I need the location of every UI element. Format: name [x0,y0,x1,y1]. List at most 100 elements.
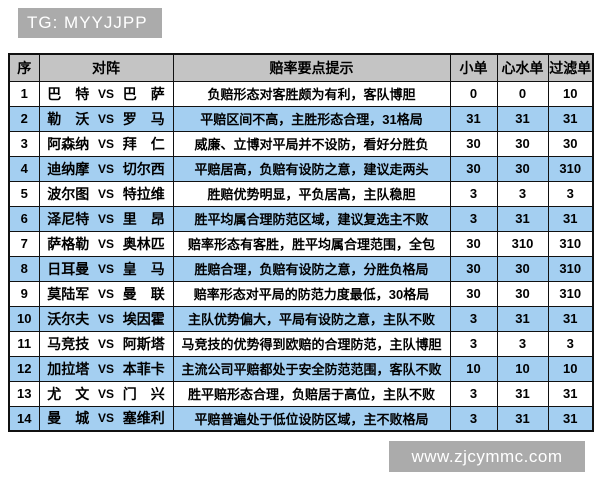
home-team: 勒 沃 [47,110,90,127]
row-number: 7 [20,236,28,251]
cell-tip: 主流公司平赔都处于安全防范范围，客队不败 [172,355,451,382]
cell-xiaodan: 3 [449,330,498,357]
row-number: 13 [17,386,32,401]
away-team: 拜 仁 [122,135,165,152]
table-row: 9 莫陆军 VS 曼 联 赔率形态对平局的防范力度最低，30格局 30 30 3… [8,280,594,307]
table-row: 5 波尔图 VS 特拉维 胜赔优势明显，平负居高，主队稳胆 3 3 3 [8,180,594,207]
row-number: 9 [20,286,28,301]
vs-label: VS [97,111,114,126]
vs-label: VS [97,386,114,401]
vs-label: VS [97,211,114,226]
home-team: 巴 特 [47,85,90,102]
matchup: 加拉塔 VS 本菲卡 [44,359,169,379]
tg-badge-text: TG: MYYJJPP [27,13,148,32]
cell-tip: 胜平均属合理防范区域，建议复选主不败 [172,205,451,232]
table-row: 10 沃尔夫 VS 埃因霍 主队优势偏大，平局有设防之意，主队不败 3 31 3… [8,305,594,332]
cell-guolvdan: 310 [547,280,594,307]
cell-xiaodan: 30 [449,230,498,257]
vs-label: VS [97,86,114,101]
cell-xinshuidan: 3 [496,330,549,357]
table-row: 14 曼 城 VS 塞维利 平赔普遍处于低位设防区域，主不败格局 3 31 31 [8,405,594,432]
vs-label: VS [97,136,114,151]
cell-matchup: 马竞技 VS 阿斯塔 [38,330,174,357]
cell-xinshuidan: 310 [496,230,549,257]
home-team: 曼 城 [47,410,90,427]
table-row: 2 勒 沃 VS 罗 马 平赔区间不高，主胜形态合理，31格局 31 31 31 [8,105,594,132]
cell-guolvdan: 10 [547,80,594,107]
vs-label: VS [97,336,114,351]
matchup: 波尔图 VS 特拉维 [44,184,169,204]
table-row: 1 巴 特 VS 巴 萨 负赔形态对客胜颇为有利，客队博胆 0 0 10 [8,80,594,107]
cell-xiaodan: 30 [449,155,498,182]
header-tip: 赔率要点提示 [172,53,451,82]
home-team: 迪纳摩 [47,160,90,177]
cell-row-number: 14 [8,405,40,432]
vs-label: VS [97,236,114,251]
away-team: 阿斯塔 [122,335,165,352]
cell-row-number: 1 [8,80,40,107]
row-number: 10 [17,311,32,326]
cell-matchup: 迪纳摩 VS 切尔西 [38,155,174,182]
cell-matchup: 沃尔夫 VS 埃因霍 [38,305,174,332]
cell-guolvdan: 31 [547,205,594,232]
cell-tip: 负赔形态对客胜颇为有利，客队博胆 [172,80,451,107]
home-team: 尤 文 [47,385,90,402]
cell-row-number: 12 [8,355,40,382]
cell-xiaodan: 10 [449,355,498,382]
row-number: 12 [17,361,32,376]
cell-xiaodan: 30 [449,255,498,282]
table-row: 12 加拉塔 VS 本菲卡 主流公司平赔都处于安全防范范围，客队不败 10 10… [8,355,594,382]
table-body: 1 巴 特 VS 巴 萨 负赔形态对客胜颇为有利，客队博胆 0 0 10 2 勒… [8,80,594,432]
row-number: 5 [20,186,28,201]
cell-xinshuidan: 31 [496,305,549,332]
cell-tip: 平赔区间不高，主胜形态合理，31格局 [172,105,451,132]
cell-row-number: 2 [8,105,40,132]
cell-matchup: 加拉塔 VS 本菲卡 [38,355,174,382]
row-number: 8 [20,261,28,276]
cell-tip: 平赔居高，负赔有设防之意，建议走两头 [172,155,451,182]
vs-label: VS [97,411,114,426]
cell-row-number: 8 [8,255,40,282]
odds-table: 序 对阵 赔率要点提示 小单 心水单 过滤单 1 巴 特 VS 巴 萨 负赔形态… [8,53,594,432]
cell-guolvdan: 310 [547,255,594,282]
watermark: www.zjcymmc.com [389,441,585,472]
row-number: 1 [20,86,28,101]
away-team: 本菲卡 [122,360,165,377]
cell-row-number: 11 [8,330,40,357]
cell-xinshuidan: 3 [496,180,549,207]
vs-label: VS [97,286,114,301]
cell-guolvdan: 31 [547,105,594,132]
cell-xiaodan: 0 [449,80,498,107]
table-row: 4 迪纳摩 VS 切尔西 平赔居高，负赔有设防之意，建议走两头 30 30 31… [8,155,594,182]
cell-guolvdan: 31 [547,305,594,332]
row-number: 11 [17,336,32,351]
away-team: 门 兴 [122,385,165,402]
tg-badge: TG: MYYJJPP [18,8,162,38]
cell-guolvdan: 310 [547,230,594,257]
table-row: 3 阿森纳 VS 拜 仁 威廉、立博对平局并不设防，看好分胜负 30 30 30 [8,130,594,157]
matchup: 马竞技 VS 阿斯塔 [44,334,169,354]
header-xiaodan: 小单 [449,53,498,82]
cell-xiaodan: 30 [449,130,498,157]
cell-row-number: 7 [8,230,40,257]
header-xinshuidan: 心水单 [496,53,549,82]
cell-xinshuidan: 30 [496,280,549,307]
table-row: 8 日耳曼 VS 皇 马 胜赔合理，负赔有设防之意，分胜负格局 30 30 31… [8,255,594,282]
matchup: 莫陆军 VS 曼 联 [44,284,169,304]
cell-xinshuidan: 30 [496,155,549,182]
cell-xiaodan: 30 [449,280,498,307]
cell-tip: 平赔普遍处于低位设防区域，主不败格局 [172,405,451,432]
away-team: 里 昂 [122,210,165,227]
matchup: 沃尔夫 VS 埃因霍 [44,309,169,329]
cell-matchup: 曼 城 VS 塞维利 [38,405,174,432]
row-number: 4 [20,161,28,176]
cell-xiaodan: 3 [449,405,498,432]
away-team: 曼 联 [122,285,165,302]
cell-xiaodan: 31 [449,105,498,132]
cell-matchup: 波尔图 VS 特拉维 [38,180,174,207]
cell-tip: 赔率形态有客胜，胜平均属合理范围，全包 [172,230,451,257]
cell-matchup: 萨格勒 VS 奥林匹 [38,230,174,257]
cell-matchup: 阿森纳 VS 拜 仁 [38,130,174,157]
table-header: 序 对阵 赔率要点提示 小单 心水单 过滤单 [8,53,594,82]
vs-label: VS [97,261,114,276]
